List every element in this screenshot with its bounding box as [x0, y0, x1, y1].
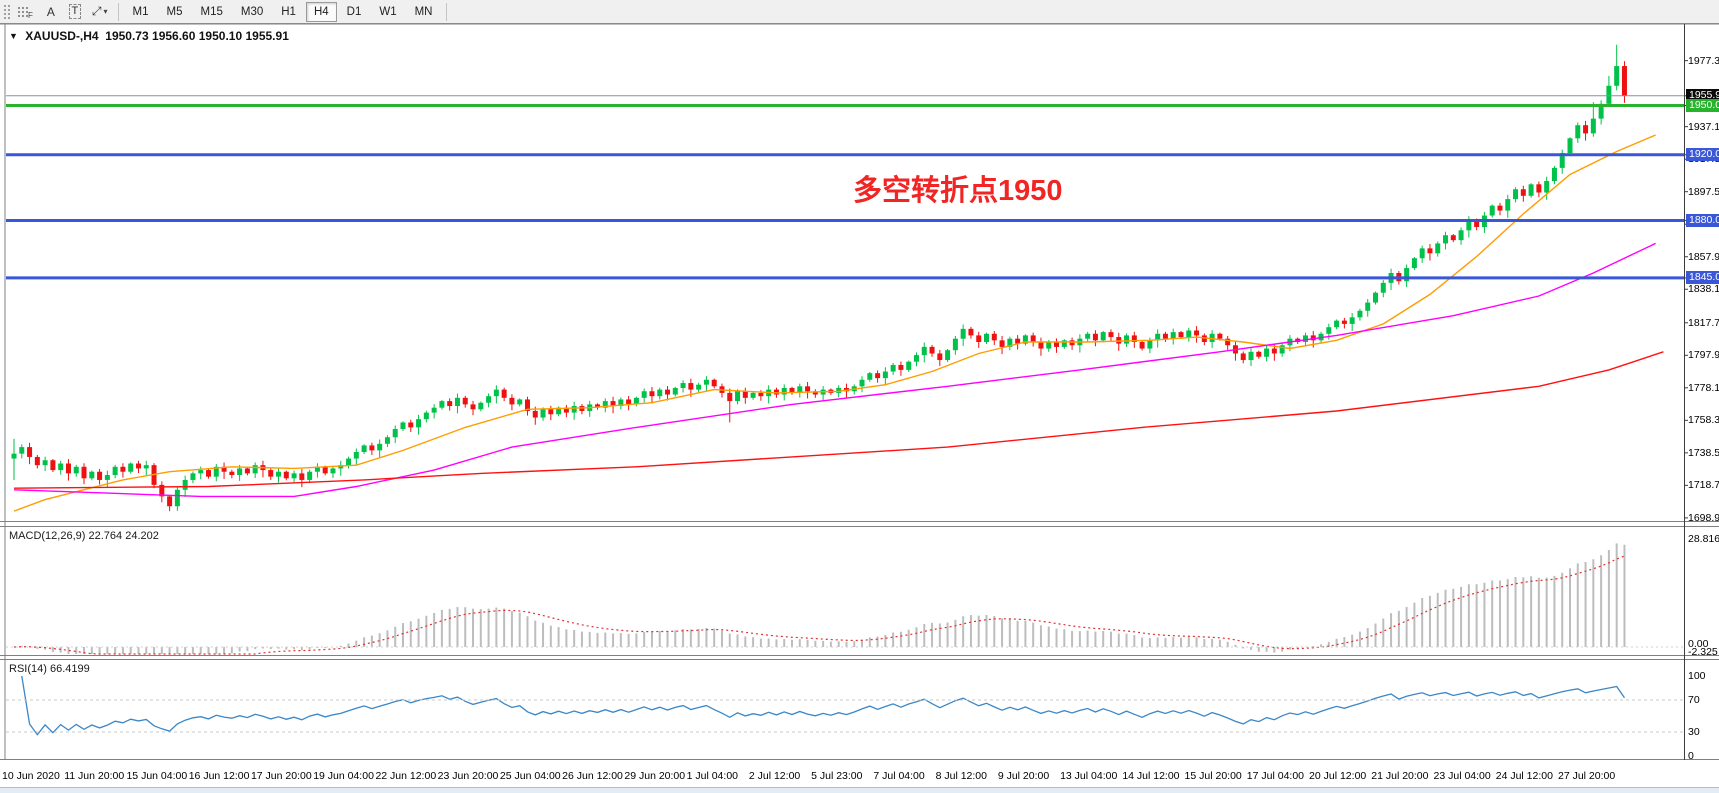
price-tick-label: 1977.3	[1688, 54, 1719, 67]
rsi-value: 66.4199	[49, 663, 90, 675]
grid-icon	[17, 5, 29, 18]
cursor-a-button[interactable]: A	[40, 2, 62, 22]
symbol-dropdown-icon[interactable]: ▼	[9, 31, 18, 41]
timeframe-button-m30[interactable]: M30	[233, 2, 271, 22]
chevron-down-icon: ▾	[103, 7, 108, 16]
status-bar	[0, 787, 1719, 793]
timeframe-button-m15[interactable]: M15	[192, 2, 230, 22]
time-tick-label: 15 Jul 20:00	[1184, 770, 1242, 782]
time-tick-label: 8 Jul 12:00	[935, 770, 987, 782]
indicator-axis-label: 28.816	[1688, 533, 1719, 545]
indicators-grid-button[interactable]: F	[13, 2, 38, 22]
price-tick-label: 1698.9	[1688, 511, 1719, 524]
ohlc-high: 1956.60	[152, 29, 196, 43]
diagonal-arrows-icon: ⤢	[91, 4, 102, 18]
price-tick-label: 1857.9	[1688, 250, 1719, 263]
time-tick-label: 2 Jul 12:00	[748, 770, 801, 782]
letter-a-icon: A	[46, 4, 55, 19]
chart-annotation-text: 多空转折点1950	[853, 175, 1063, 207]
timeframe-button-h4[interactable]: H4	[305, 1, 337, 22]
time-tick-label: 21 Jul 20:00	[1371, 770, 1429, 782]
indicator-axis-label: 30	[1688, 726, 1700, 738]
time-tick-label: 23 Jul 04:00	[1433, 770, 1491, 782]
time-tick-label: 13 Jul 04:00	[1060, 770, 1118, 782]
symbol-title: ▼ XAUUSD-,H4 1950.73 1956.60 1950.10 195…	[9, 29, 289, 43]
ohlc-open: 1950.73	[105, 29, 149, 43]
macd-indicator-label: MACD(12,26,9) 22.764 24.202	[9, 530, 159, 542]
price-tick-label: 1778.1	[1688, 381, 1719, 394]
time-tick-label: 17 Jun 20:00	[250, 770, 312, 782]
price-tick-label: 1897.5	[1688, 185, 1719, 198]
toolbar-separator	[117, 2, 119, 21]
time-tick-label: 14 Jul 12:00	[1122, 770, 1180, 782]
time-tick-label: 27 Jul 20:00	[1558, 770, 1616, 782]
price-tick-label: 1817.7	[1688, 316, 1719, 329]
macd-value-signal: 24.202	[125, 530, 159, 542]
time-axis[interactable]: 10 Jun 2020 11 Jun 20:00 15 Jun 04:00 16 Ju…	[0, 768, 1719, 784]
rsi-indicator-label: RSI(14) 66.4199	[9, 663, 90, 675]
text-label-button[interactable]: T	[64, 2, 86, 22]
price-tick-label: 1937.1	[1688, 120, 1719, 133]
price-tick-label: 1718.7	[1688, 479, 1719, 492]
time-tick-label: 16 Jun 12:00	[188, 770, 250, 782]
time-tick-label: 7 Jul 04:00	[873, 770, 925, 782]
macd-pane-resizer[interactable]	[0, 520, 1719, 526]
macd-value-main: 22.764	[88, 530, 123, 542]
price-badge: 1880.0	[1686, 213, 1719, 227]
price-tick-label: 1758.3	[1688, 414, 1719, 427]
ohlc-low: 1950.10	[198, 29, 243, 43]
main-toolbar: F A T ⤢ ▾ M1 M5 M15 M30 H1 H4 D1 W1 MN	[0, 0, 1719, 24]
time-tick-label: 1 Jul 04:00	[686, 770, 738, 782]
time-tick-label: 24 Jul 12:00	[1495, 770, 1553, 782]
rsi-name: RSI(14)	[9, 663, 47, 675]
price-tick-label: 1738.5	[1688, 446, 1719, 459]
time-tick-label: 15 Jun 04:00	[126, 770, 188, 782]
time-tick-label: 29 Jun 20:00	[624, 770, 686, 782]
chart-window: ▼ XAUUSD-,H4 1950.73 1956.60 1950.10 195…	[0, 24, 1719, 793]
time-tick-label: 9 Jul 20:00	[997, 770, 1050, 782]
timeframe-bar: M1 M5 M15 M30 H1 H4 D1 W1 MN	[124, 1, 442, 22]
macd-name: MACD(12,26,9)	[9, 530, 86, 542]
timeframe-button-d1[interactable]: D1	[339, 2, 370, 22]
toolbar-separator	[446, 2, 448, 21]
indicator-axis-label: 0	[1688, 750, 1694, 762]
indicator-axis-label: 100	[1688, 670, 1706, 682]
timeframe-button-mn[interactable]: MN	[407, 2, 441, 22]
time-tick-label: 5 Jul 23:00	[811, 770, 863, 782]
toolbar-grip[interactable]	[2, 2, 12, 21]
indicator-axis-label: 70	[1688, 694, 1700, 706]
rsi-pane-resizer[interactable]	[0, 653, 1719, 659]
text-tool-icon: T	[68, 4, 82, 19]
time-tick-label: 22 Jun 12:00	[375, 770, 437, 782]
price-tick-label: 1797.9	[1688, 349, 1719, 362]
price-badge: 1920.0	[1686, 148, 1719, 162]
price-badge: 1845.0	[1686, 271, 1719, 285]
time-tick-label: 26 Jun 12:00	[562, 770, 623, 782]
time-tick-label: 25 Jun 04:00	[499, 770, 561, 782]
chart-canvas[interactable]	[0, 24, 1719, 764]
time-tick-label: 11 Jun 20:00	[64, 770, 125, 782]
price-tick-label: 1838.1	[1688, 283, 1719, 296]
time-tick-label: 10 Jun 2020	[2, 770, 60, 782]
indicator-axis-label: -2.325	[1688, 646, 1718, 658]
timeframe-button-m5[interactable]: M5	[159, 2, 191, 22]
timeframe-button-m1[interactable]: M1	[125, 2, 157, 22]
timeframe-button-w1[interactable]: W1	[371, 2, 404, 22]
price-badge: 1950.0	[1686, 98, 1719, 112]
timeframe-button-h1[interactable]: H1	[273, 2, 304, 22]
price-axis[interactable]: 1977.31937.11917.31897.51877.71857.91838…	[1686, 24, 1719, 793]
time-tick-label: 19 Jun 04:00	[313, 770, 374, 782]
ohlc-close: 1955.91	[245, 29, 289, 43]
indicator-axis-label: 0.00	[1688, 638, 1709, 650]
time-tick-label: 20 Jul 12:00	[1309, 770, 1367, 782]
time-tick-label: 17 Jul 04:00	[1246, 770, 1305, 782]
symbol-name: XAUUSD-,H4	[25, 29, 99, 43]
time-tick-label: 23 Jun 20:00	[437, 770, 499, 782]
drawing-tools-button[interactable]: ⤢ ▾	[88, 2, 112, 22]
